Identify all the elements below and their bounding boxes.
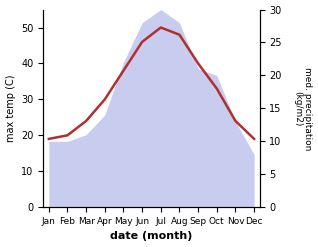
Y-axis label: med. precipitation
(kg/m2): med. precipitation (kg/m2) [293, 67, 313, 150]
X-axis label: date (month): date (month) [110, 231, 193, 242]
Y-axis label: max temp (C): max temp (C) [5, 75, 16, 142]
